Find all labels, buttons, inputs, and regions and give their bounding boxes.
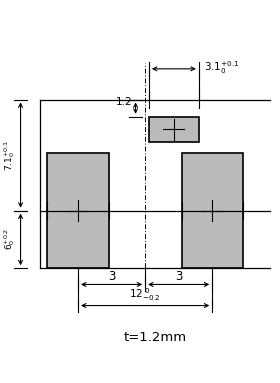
- Text: 3: 3: [108, 270, 115, 283]
- Text: 12$^{\ 0}_{-0.2}$: 12$^{\ 0}_{-0.2}$: [129, 286, 161, 303]
- Bar: [149, 117, 199, 142]
- Text: 3.1$^{+0.1}_{0}$: 3.1$^{+0.1}_{0}$: [204, 59, 239, 76]
- Text: 7.1$^{+0.1}_{0}$: 7.1$^{+0.1}_{0}$: [2, 139, 17, 171]
- Text: 3: 3: [175, 270, 182, 283]
- Bar: [47, 153, 109, 268]
- Bar: [181, 153, 243, 268]
- Text: 1.2: 1.2: [116, 97, 133, 107]
- Text: 6$^{+0.2}_{0}$: 6$^{+0.2}_{0}$: [2, 228, 17, 250]
- Text: t=1.2mm: t=1.2mm: [123, 331, 186, 344]
